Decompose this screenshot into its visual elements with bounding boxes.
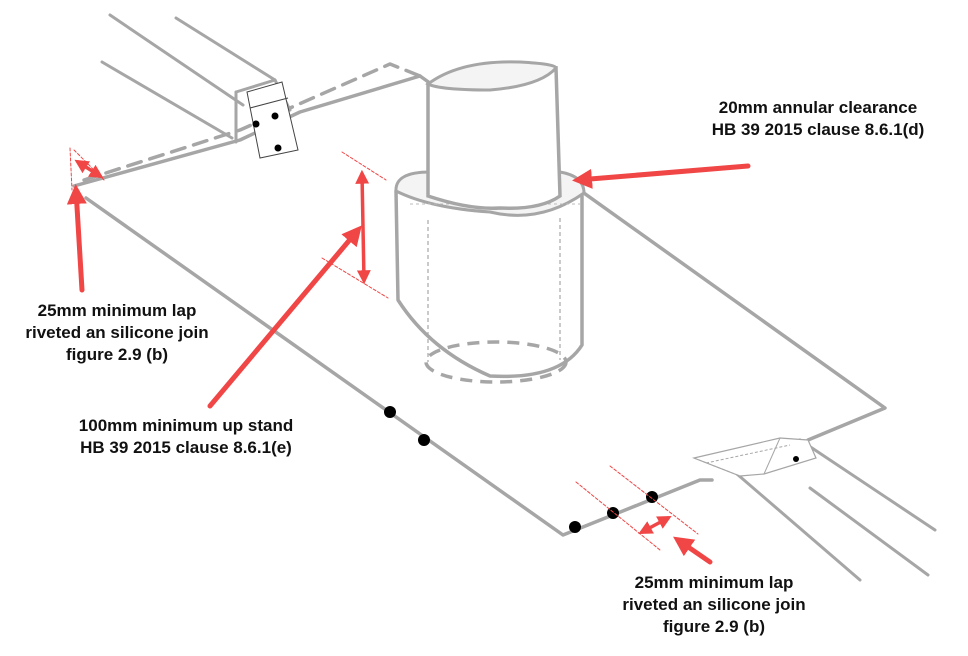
pipe-top bbox=[425, 60, 558, 92]
label-upstand-line1: 100mm minimum up stand bbox=[79, 416, 293, 435]
rivet bbox=[646, 491, 658, 503]
pipe-body bbox=[426, 66, 562, 210]
rivet bbox=[271, 112, 279, 120]
label-lap-bottom: 25mm minimum lap riveted an silicone joi… bbox=[622, 573, 805, 636]
rivets bbox=[252, 112, 799, 533]
lap-dimension-bottom bbox=[575, 465, 713, 565]
tray-front-edge bbox=[84, 196, 714, 537]
rivet bbox=[569, 521, 581, 533]
label-clearance-line2: HB 39 2015 clause 8.6.1(d) bbox=[712, 120, 925, 139]
leader-lap-top bbox=[66, 184, 87, 293]
lap-dimension-top bbox=[66, 147, 105, 293]
rivet bbox=[793, 456, 799, 462]
rivet bbox=[252, 120, 260, 128]
label-lap-top: 25mm minimum lap riveted an silicone joi… bbox=[25, 301, 208, 364]
rivet bbox=[418, 434, 430, 446]
leader-lap-bottom bbox=[673, 536, 713, 565]
label-lap-top-line1: 25mm minimum lap bbox=[38, 301, 197, 320]
label-lap-top-line2: riveted an silicone join bbox=[25, 323, 208, 342]
label-lap-bottom-line1: 25mm minimum lap bbox=[635, 573, 794, 592]
leader-upstand bbox=[207, 225, 362, 409]
upstand-dimension bbox=[207, 151, 389, 409]
upstand-collar bbox=[394, 189, 584, 379]
lap-bracket-bottom bbox=[691, 437, 817, 477]
rivet bbox=[274, 144, 282, 152]
roof-sheet-ribs-bottom-right bbox=[728, 438, 937, 582]
label-lap-bottom-line3: figure 2.9 (b) bbox=[663, 617, 765, 636]
roof-sheet-ribs-top-left bbox=[100, 13, 277, 140]
rivet bbox=[384, 406, 396, 418]
label-upstand: 100mm minimum up stand HB 39 2015 clause… bbox=[79, 416, 293, 457]
leader-clearance bbox=[572, 163, 751, 189]
label-lap-bottom-line2: riveted an silicone join bbox=[622, 595, 805, 614]
label-upstand-line2: HB 39 2015 clause 8.6.1(e) bbox=[80, 438, 292, 457]
rivet bbox=[607, 507, 619, 519]
rivet-plate-top-fold bbox=[249, 97, 289, 109]
label-annular-clearance: 20mm annular clearance HB 39 2015 clause… bbox=[712, 98, 925, 139]
label-lap-top-line3: figure 2.9 (b) bbox=[66, 345, 168, 364]
label-clearance-line1: 20mm annular clearance bbox=[719, 98, 917, 117]
tray-back-edge-hidden bbox=[82, 62, 422, 182]
rivet-plate-top bbox=[246, 81, 299, 159]
